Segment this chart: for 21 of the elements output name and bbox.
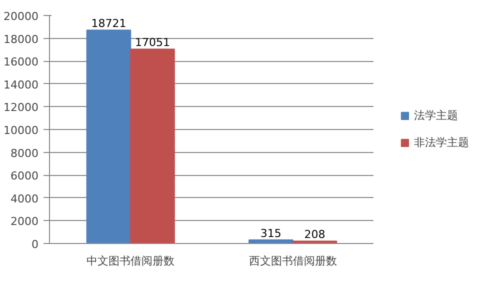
data-label: 315	[260, 226, 282, 240]
y-tick-label: 10000	[4, 124, 39, 137]
y-tick-label: 0	[32, 238, 38, 251]
y-tick-label: 20000	[4, 10, 39, 23]
bar	[86, 30, 132, 244]
x-tick-label: 西文图书借阅册数	[248, 254, 337, 268]
y-tick-label: 6000	[10, 170, 39, 183]
y-tick-label: 14000	[4, 78, 39, 92]
y-tick-label: 18000	[4, 32, 39, 46]
data-label: 18721	[91, 17, 126, 30]
bar	[130, 48, 175, 244]
data-label: 208	[304, 228, 326, 242]
data-label: 17051	[135, 36, 170, 50]
y-tick-label: 16000	[4, 56, 39, 69]
y-tick-label: 12000	[4, 101, 39, 114]
legend-label: 非法学主题	[414, 135, 469, 150]
y-tick-label: 2000	[10, 215, 39, 228]
y-tick-label: 8000	[10, 146, 39, 160]
y-tick-label: 4000	[10, 192, 39, 206]
legend-label: 法学主题	[414, 108, 458, 123]
x-tick-label: 中文图书借阅册数	[86, 254, 175, 268]
